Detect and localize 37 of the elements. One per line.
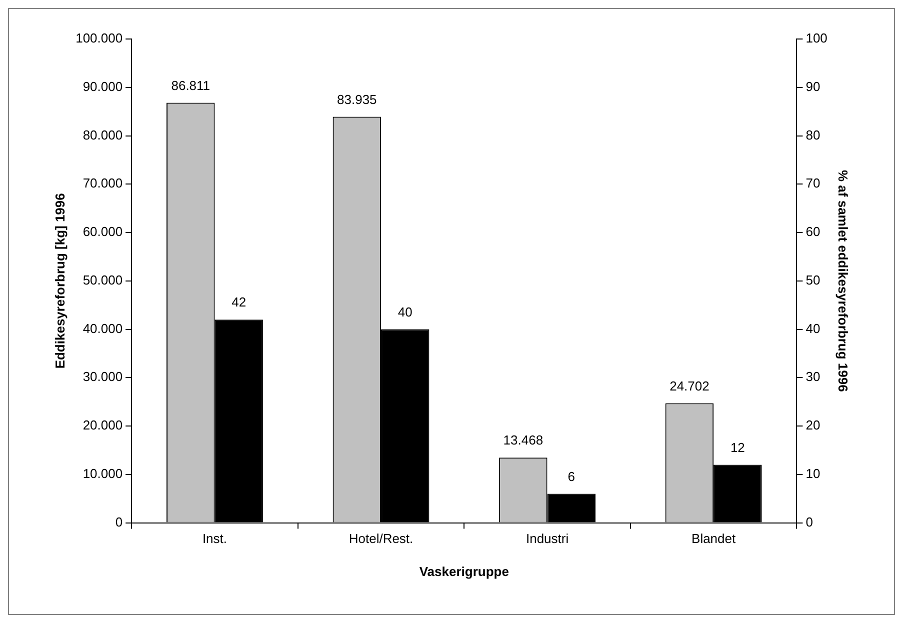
y2-tick-label: 90 — [806, 78, 820, 94]
y-axis-title: Eddikesyreforbrug [kg] 1996 — [52, 193, 68, 369]
y-tick-label: 80.000 — [82, 127, 123, 142]
y2-tick-label: 40 — [806, 320, 820, 336]
x-tick-label: Blandet — [692, 531, 736, 546]
y-tick-label: 50.000 — [82, 272, 123, 288]
y-tick-label: 60.000 — [82, 224, 123, 240]
y2-tick-label: 10 — [806, 466, 820, 481]
x-tick-label: Industri — [526, 531, 569, 546]
y2-tick-label: 80 — [806, 127, 820, 142]
y2-tick-label: 50 — [806, 272, 820, 288]
y2-tick-label: 70 — [806, 176, 820, 191]
y2-tick-label: 20 — [806, 418, 820, 433]
y-tick-label: 20.000 — [82, 418, 123, 433]
x-tick-label: Hotel/Rest. — [348, 531, 414, 546]
y-tick-label: 90.000 — [82, 78, 123, 94]
y-tick-label: 10.000 — [82, 466, 123, 481]
data-label: 6 — [568, 468, 576, 484]
data-label: 13.468 — [503, 432, 544, 448]
x-tick-label: Inst. — [202, 531, 228, 546]
y2-axis-title: % af samlet eddikesyreforbrug 1996 — [836, 170, 851, 392]
y2-tick-label: 0 — [806, 514, 813, 530]
data-label: 40 — [398, 304, 412, 320]
y-tick-label: 100.000 — [76, 30, 123, 46]
data-label: 24.702 — [670, 378, 710, 394]
x-axis-title: Vaskerigruppe — [419, 564, 509, 579]
data-label: 86.811 — [171, 78, 210, 93]
y-tick-label: 70.000 — [82, 176, 123, 191]
data-label: 83.935 — [337, 92, 377, 107]
y-tick-label: 0 — [115, 514, 123, 530]
y2-tick-label: 30 — [806, 369, 820, 384]
y2-tick-label: 60 — [806, 224, 820, 240]
y2-tick-label: 100 — [806, 30, 828, 46]
y-tick-label: 30.000 — [82, 369, 123, 384]
data-label: 42 — [232, 294, 246, 310]
data-label: 12 — [730, 440, 745, 455]
y-tick-label: 40.000 — [82, 320, 123, 336]
